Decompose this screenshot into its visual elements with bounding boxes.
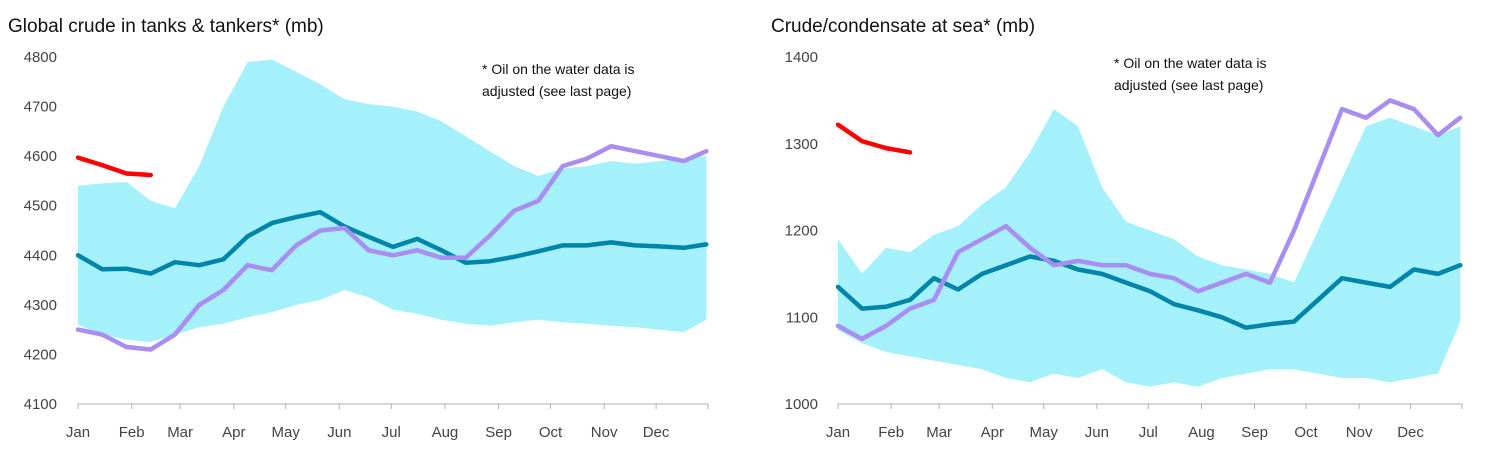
chart-2-title: Crude/condensate at sea* (mb) [771,16,1036,37]
y-tick-label: 1200 [785,223,818,240]
x-tick-label: Jan [66,424,90,441]
series-line-2 [835,98,1463,342]
x-tick-label: Apr [981,424,1004,441]
chart-note-line: adjusted (see last page) [482,83,631,99]
range-band [838,109,1461,387]
y-tick-label: 1100 [786,309,818,326]
x-tick-label: Jun [327,424,351,441]
x-tick-label: Nov [591,424,618,441]
x-tick-label: May [1030,424,1059,441]
x-tick-label: Sep [485,424,512,441]
y-tick-label: 1300 [785,136,818,153]
x-tick-label: Jul [1139,424,1158,441]
x-tick-label: May [272,424,301,441]
y-tick-label: 4600 [24,148,57,165]
y-tick-label: 1000 [785,396,818,413]
series-line-3 [835,122,913,155]
range-band [78,59,707,342]
x-tick-label: Feb [878,424,904,441]
chart-1-title: Global crude in tanks & tankers* (mb) [8,16,324,37]
x-tick-label: Dec [1397,424,1424,441]
x-tick-label: Oct [539,424,563,441]
chart-1: 4100 4200 4300 4400 4500 4600 4700 4800 Jan Feb Ma… [24,49,709,441]
chart-note-line: * Oil on the water data is [482,61,635,77]
y-tick-label: 4200 [24,346,57,363]
chart-note-line: * Oil on the water data is [1114,55,1267,71]
x-tick-label: Mar [167,424,193,441]
y-tick-label: 4400 [24,247,57,264]
y-tick-label: 4500 [24,198,57,215]
y-tick-label: 1400 [785,49,818,66]
x-tick-label: Oct [1294,424,1318,441]
x-tick-label: Jan [826,424,850,441]
series-line-3 [75,155,153,178]
x-tick-label: Feb [119,424,145,441]
series-line-2 [75,143,709,352]
y-tick-label: 4800 [24,49,57,66]
x-tick-label: Aug [432,424,459,441]
chart-note-line: adjusted (see last page) [1114,77,1263,93]
y-tick-label: 4300 [24,297,57,314]
x-tick-label: Aug [1188,424,1215,441]
chart-2: 1000 1100 1200 1300 1400 Jan Feb Mar Apr May Jun Ju… [785,49,1463,441]
x-tick-label: Apr [222,424,245,441]
x-tick-label: Dec [643,424,670,441]
x-tick-label: Jun [1085,424,1109,441]
x-tick-label: Jul [382,424,401,441]
x-tick-label: Mar [926,424,952,441]
x-tick-label: Nov [1346,424,1373,441]
x-tick-label: Sep [1241,424,1268,441]
series-line-1 [75,209,709,276]
y-tick-label: 4100 [24,396,57,413]
y-tick-label: 4700 [24,99,57,116]
